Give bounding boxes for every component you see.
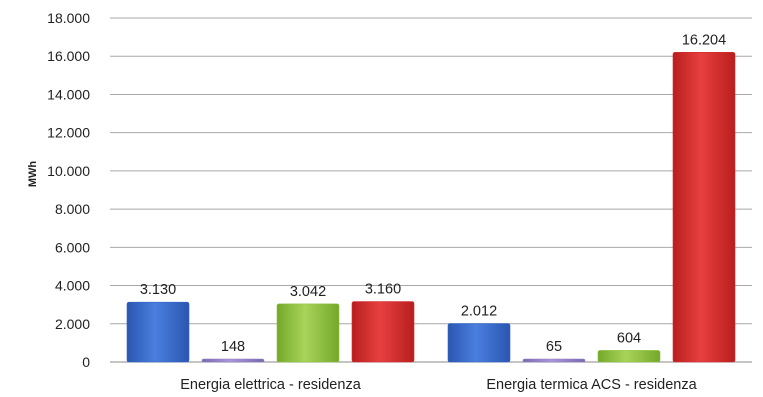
- gridlines: [110, 17, 752, 325]
- y-tick-label: 10.000: [47, 163, 90, 179]
- bar: [276, 303, 340, 363]
- y-tick-label: 12.000: [47, 125, 90, 141]
- data-labels: 3.130 148 3.042 3.160 2.012 65 604 16.204: [140, 32, 726, 355]
- y-axis-ticks: 0 2.000 4.000 6.000 8.000 10.000 12.000 14.000 1…: [47, 10, 90, 370]
- y-tick-label: 4.000: [55, 278, 90, 294]
- y-axis-label: MWh: [27, 161, 39, 188]
- data-label: 65: [546, 339, 562, 355]
- x-category-label: Energia elettrica - residenza: [180, 377, 361, 393]
- y-tick-label: 14.000: [47, 86, 90, 102]
- y-tick-label: 8.000: [55, 201, 90, 217]
- bar: [672, 52, 736, 363]
- y-tick-label: 6.000: [55, 239, 90, 255]
- data-label: 2.012: [461, 304, 497, 320]
- y-tick-label: 16.000: [47, 48, 90, 64]
- bar: [351, 301, 415, 363]
- data-label: 3.160: [365, 282, 401, 298]
- y-tick-label: 2.000: [55, 316, 90, 332]
- bar: [201, 358, 265, 363]
- data-label: 148: [221, 339, 245, 355]
- bar: [597, 350, 661, 363]
- data-label: 604: [617, 330, 641, 346]
- bar: [447, 323, 511, 363]
- data-label: 16.204: [682, 32, 726, 48]
- bars: [126, 52, 736, 363]
- bar: [126, 301, 190, 363]
- data-label: 3.130: [140, 282, 176, 298]
- y-tick-label: 0: [82, 354, 90, 370]
- category-labels: Energia elettrica - residenza Energia ter…: [180, 377, 697, 393]
- data-label: 3.042: [290, 284, 326, 300]
- y-tick-label: 18.000: [47, 10, 90, 26]
- bar: [522, 358, 586, 363]
- x-category-label: Energia termica ACS - residenza: [486, 377, 697, 393]
